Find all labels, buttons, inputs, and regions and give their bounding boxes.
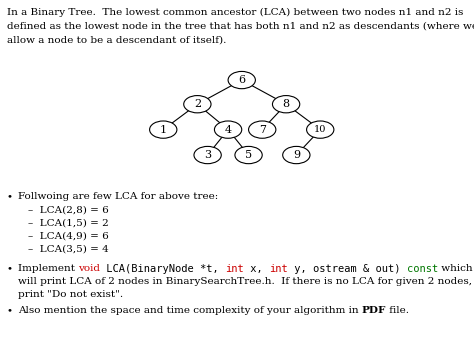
Text: void: void [78, 264, 100, 273]
Text: 4: 4 [225, 125, 232, 134]
Text: Implement: Implement [18, 264, 78, 273]
Text: allow a node to be a descendant of itself).: allow a node to be a descendant of itsel… [7, 36, 227, 45]
Text: defined as the lowest node in the tree that has both n1 and n2 as descendants (w: defined as the lowest node in the tree t… [7, 22, 474, 31]
Text: const: const [407, 264, 438, 274]
Text: LCA(BinaryNode *t,: LCA(BinaryNode *t, [100, 264, 225, 274]
Text: Follwoing are few LCA for above tree:: Follwoing are few LCA for above tree: [18, 192, 218, 201]
Text: 7: 7 [259, 125, 266, 134]
Text: x,: x, [244, 264, 269, 274]
Text: which: which [438, 264, 473, 273]
Ellipse shape [194, 146, 221, 164]
Text: will print LCA of 2 nodes in BinarySearchTree.h.  If there is no LCA for given 2: will print LCA of 2 nodes in BinarySearc… [18, 277, 472, 286]
Text: 6: 6 [238, 75, 246, 85]
Ellipse shape [248, 121, 276, 138]
Text: 3: 3 [204, 150, 211, 160]
Text: 2: 2 [194, 99, 201, 109]
Ellipse shape [214, 121, 242, 138]
Text: •: • [7, 192, 13, 201]
Text: 9: 9 [293, 150, 300, 160]
Text: file.: file. [386, 306, 409, 315]
Text: •: • [7, 306, 13, 315]
Text: 5: 5 [245, 150, 252, 160]
Text: 1: 1 [160, 125, 167, 134]
Text: int: int [269, 264, 288, 274]
Text: y, ostream & out): y, ostream & out) [288, 264, 407, 274]
Text: –  LCA(3,5) = 4: – LCA(3,5) = 4 [28, 245, 109, 254]
Ellipse shape [184, 96, 211, 113]
Text: print "Do not exist".: print "Do not exist". [18, 290, 123, 299]
Text: In a Binary Tree.  The lowest common ancestor (LCA) between two nodes n1 and n2 : In a Binary Tree. The lowest common ance… [7, 8, 464, 17]
Text: •: • [7, 264, 13, 273]
Ellipse shape [283, 146, 310, 164]
Text: PDF: PDF [362, 306, 386, 315]
Text: 10: 10 [314, 125, 327, 134]
Text: 8: 8 [283, 99, 290, 109]
Text: –  LCA(2,8) = 6: – LCA(2,8) = 6 [28, 206, 109, 215]
Ellipse shape [150, 121, 177, 138]
Text: int: int [225, 264, 244, 274]
Text: –  LCA(4,9) = 6: – LCA(4,9) = 6 [28, 232, 109, 241]
Text: Also mention the space and time complexity of your algorithm in: Also mention the space and time complexi… [18, 306, 362, 315]
Ellipse shape [235, 146, 262, 164]
Ellipse shape [307, 121, 334, 138]
Ellipse shape [273, 96, 300, 113]
Text: –  LCA(1,5) = 2: – LCA(1,5) = 2 [28, 219, 109, 228]
Ellipse shape [228, 71, 255, 89]
